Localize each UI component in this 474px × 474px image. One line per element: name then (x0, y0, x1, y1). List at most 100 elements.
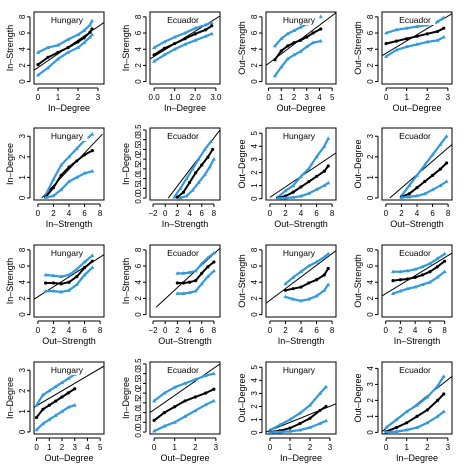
series-point-mean (314, 278, 319, 282)
panel-title-bg (162, 247, 204, 258)
x-tick-label: 6 (82, 326, 87, 335)
series-point-upper (196, 156, 201, 161)
reference-line (41, 133, 103, 199)
series-point-mean (394, 426, 399, 430)
series-point-mean (56, 50, 60, 55)
series-point-upper (172, 194, 177, 199)
y-tick-label: 4 (250, 144, 259, 149)
series-point-mean (162, 410, 167, 415)
y-tick-label: 0 (250, 312, 259, 317)
series-point-lower (60, 409, 64, 413)
series-point-upper (183, 381, 187, 385)
y-tick-label: 2 (366, 398, 375, 403)
y-tick-label: 2.0 (134, 387, 143, 399)
series-point-mean (308, 416, 312, 420)
series-point-upper (435, 19, 440, 24)
x-tick-label: 3.0 (210, 93, 222, 102)
series-point-upper (298, 410, 302, 415)
series-point-upper (285, 31, 290, 36)
x-tick-label: 0 (163, 326, 168, 335)
series-point-mean (173, 41, 177, 46)
x-tick-label: 2 (175, 209, 180, 218)
panel-title: Ecuador (167, 15, 199, 25)
x-tick-label: 1 (404, 443, 409, 452)
x-tick-label: 6 (200, 326, 205, 335)
x-axis-label: Out–Strength (390, 219, 444, 229)
series-point-upper (59, 162, 64, 167)
series-point-upper (66, 376, 71, 380)
panel-title: Hungary (283, 131, 316, 141)
x-axis-label: In–Degree (396, 453, 438, 463)
y-tick-label: 1.5 (134, 163, 143, 175)
chart-panel: 0 1 2 3 0 2 4 6 8 In–Strength In–Degree Hungary (5, 127, 105, 229)
series-point-lower (278, 429, 282, 434)
series-point-mean (210, 24, 214, 28)
series-point-mean (193, 32, 197, 36)
y-tick-label: 4 (366, 366, 375, 371)
x-tick-label: 1 (56, 93, 61, 102)
chart-panel: 0 2 4 6 8 0 1 2 3 In–Degree In–Strength Hungary (5, 11, 105, 113)
series-point-upper (441, 15, 446, 20)
series-point-mean (75, 159, 79, 163)
series-point-upper (175, 271, 180, 275)
x-tick-label: 8 (330, 326, 335, 335)
series-point-mean (152, 418, 156, 422)
series-point-mean (59, 282, 63, 286)
y-tick-label: 4 (134, 46, 143, 51)
series-point-lower (183, 414, 187, 418)
y-tick-label: 2.0 (134, 153, 143, 165)
series-point-lower (306, 297, 311, 301)
series-point-lower (318, 421, 322, 425)
series-point-lower (407, 194, 412, 199)
series-point-mean (314, 174, 319, 179)
x-tick-label: 3 (73, 443, 78, 452)
series-point-mean (438, 167, 442, 171)
series-point-upper (199, 261, 204, 266)
series-point-upper (318, 391, 322, 395)
y-tick-label: 6 (366, 263, 375, 268)
plot-frame (265, 127, 337, 201)
series-point-upper (203, 22, 208, 27)
plot-frame (33, 11, 105, 85)
panel-title-bg (46, 130, 88, 141)
series-point-lower (152, 59, 157, 63)
series-point-mean (398, 278, 403, 282)
series-point-lower (441, 409, 446, 413)
series-point-lower (74, 175, 79, 179)
series-point-mean (34, 415, 39, 420)
y-tick-label: 5 (250, 130, 259, 135)
series-point-mean (211, 147, 215, 152)
y-tick-label: 8 (18, 247, 27, 252)
series-point-upper (90, 18, 94, 23)
series-point-upper (415, 24, 419, 28)
series-point-upper (441, 374, 446, 378)
series-point-mean (152, 53, 156, 57)
series-point-mean (326, 164, 330, 168)
panel-title-bg (394, 14, 436, 25)
series-point-lower (183, 42, 187, 46)
chart-panel: 0.00.51.01.52.02.53.03.5 −2 0 2 4 6 8In–Streng… (121, 124, 221, 229)
series-point-upper (324, 384, 328, 389)
y-tick-label: 4 (366, 279, 375, 284)
x-tick-label: 5 (98, 443, 103, 452)
x-tick-label: 2 (175, 326, 180, 335)
x-tick-label: −2 (148, 326, 158, 335)
series-point-upper (183, 30, 187, 35)
series-point-mean (162, 46, 167, 51)
y-tick-label: 2 (18, 63, 27, 68)
series-point-lower (211, 398, 216, 403)
series-point-upper (420, 264, 425, 269)
x-tick-label: 8 (330, 209, 335, 218)
x-tick-label: 3 (214, 443, 219, 452)
series-point-mean (194, 278, 198, 283)
series-point-mean (443, 259, 447, 263)
x-tick-label: 2 (398, 326, 403, 335)
series-point-upper (74, 146, 79, 150)
panel-title-bg (46, 247, 88, 258)
y-tick-label: 3.0 (134, 134, 143, 146)
series-point-lower (298, 49, 303, 54)
series-point-upper (59, 274, 64, 278)
series-point-lower (90, 169, 95, 173)
y-tick-label: 0 (366, 312, 375, 317)
